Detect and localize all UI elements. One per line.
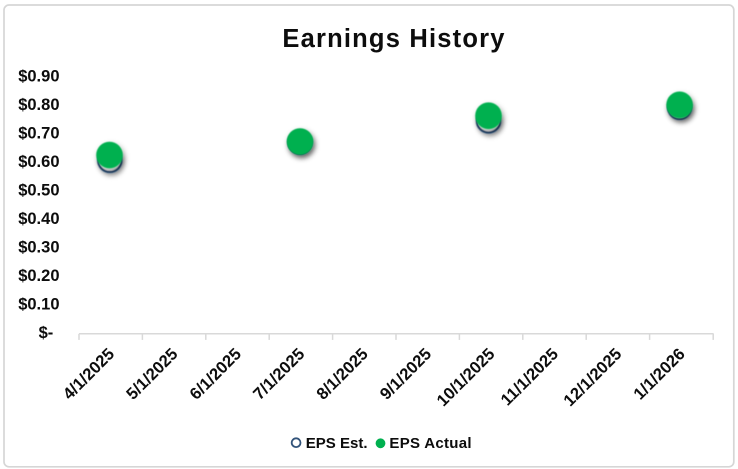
svg-text:Earnings History: Earnings History — [282, 25, 505, 53]
svg-text:$0.80: $0.80 — [18, 96, 59, 114]
svg-text:$-: $- — [39, 324, 54, 342]
svg-text:$0.40: $0.40 — [18, 210, 59, 228]
svg-text:$0.20: $0.20 — [18, 267, 59, 285]
svg-text:$0.60: $0.60 — [18, 153, 59, 171]
svg-text:$0.50: $0.50 — [18, 181, 59, 199]
svg-text:$0.30: $0.30 — [18, 238, 59, 256]
svg-text:EPS Actual: EPS Actual — [389, 435, 471, 452]
svg-text:$0.70: $0.70 — [18, 124, 59, 142]
svg-text:EPS Est.: EPS Est. — [306, 435, 368, 452]
svg-text:$0.90: $0.90 — [18, 67, 59, 85]
svg-text:$0.10: $0.10 — [18, 296, 59, 314]
